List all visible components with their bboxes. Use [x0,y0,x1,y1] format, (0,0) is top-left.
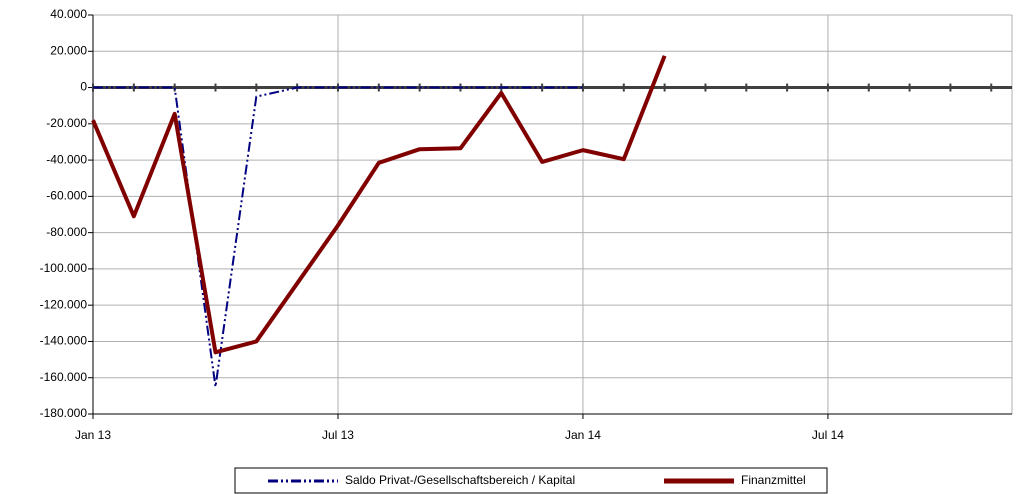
y-tick-label: -100.000 [40,261,88,275]
y-tick-label: 40.000 [50,7,87,21]
x-tick-label: Jul 14 [812,428,844,442]
y-tick-label: 20.000 [50,43,87,57]
x-tick-label: Jan 14 [565,428,601,442]
legend-label: Saldo Privat-/Gesellschaftsbereich / Kap… [345,473,575,487]
series [91,55,667,355]
y-tick-label: -180.000 [40,406,88,420]
series-line [91,55,667,355]
y-tick-label: -120.000 [40,297,88,311]
y-tick-label: -60.000 [46,189,87,203]
y-tick-label: 0 [80,80,87,94]
y-tick-label: -80.000 [46,225,87,239]
legend-label: Finanzmittel [741,473,806,487]
x-tick-label: Jan 13 [75,428,111,442]
x-tick-label: Jul 13 [322,428,354,442]
y-tick-label: -40.000 [46,152,87,166]
series [93,86,583,388]
y-tick-label: -160.000 [40,370,88,384]
series-line [93,86,583,388]
y-tick-label: -140.000 [40,334,88,348]
plot-area [93,15,1012,414]
y-tick-label: -20.000 [46,116,87,130]
